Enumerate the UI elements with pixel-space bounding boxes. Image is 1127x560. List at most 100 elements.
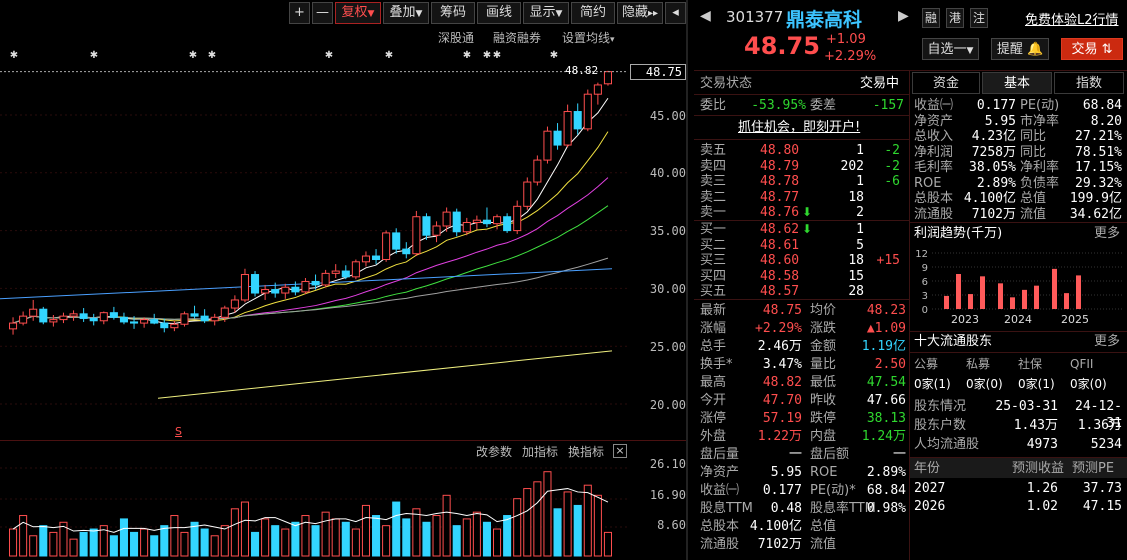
candle[interactable] <box>9 317 18 335</box>
candle[interactable] <box>331 264 340 278</box>
diejia-dropdown[interactable]: 叠加▼ <box>383 2 429 24</box>
candle[interactable] <box>230 295 239 313</box>
volume-chart[interactable] <box>0 462 628 560</box>
candle[interactable] <box>382 230 391 262</box>
candle[interactable] <box>240 268 249 303</box>
ask-price[interactable]: 48.78 <box>760 174 800 189</box>
shengutong-link[interactable]: 深股通 <box>438 31 475 45</box>
bid-price[interactable]: 48.60 <box>760 253 800 268</box>
candle[interactable] <box>271 282 280 298</box>
event-marker[interactable]: ✱ <box>10 50 18 61</box>
candle[interactable] <box>432 221 441 243</box>
candle[interactable] <box>210 313 219 326</box>
open-account-link[interactable]: 抓住机会，即刻开户! <box>738 120 861 135</box>
candle[interactable] <box>19 311 28 326</box>
candlestick-chart[interactable]: ✱ ✱ ✱ ✱ ✱ ✱ ✱ ✱ ✱ ✱ <box>0 40 628 438</box>
candle[interactable] <box>180 311 189 327</box>
alert-button[interactable]: 提醒 🔔 <box>991 38 1049 60</box>
watchlist-button[interactable]: 自选一▼ <box>922 38 979 60</box>
candle[interactable] <box>251 271 260 297</box>
tag-gang[interactable]: 港 <box>946 8 964 28</box>
collapse-left-button[interactable]: ◂ <box>665 2 686 24</box>
candle[interactable] <box>573 103 582 135</box>
candle[interactable] <box>503 213 512 233</box>
candle[interactable] <box>543 126 552 164</box>
event-marker[interactable]: ✱ <box>90 50 98 61</box>
tab-fundamentals[interactable]: 基本 <box>982 72 1052 94</box>
candle[interactable] <box>321 269 330 288</box>
free-l2-link[interactable]: 免费体验L2行情 <box>1025 13 1119 28</box>
candle[interactable] <box>412 210 421 257</box>
event-marker[interactable]: ✱ <box>493 50 501 61</box>
candle[interactable] <box>603 70 612 86</box>
pane-splitter[interactable] <box>686 0 688 560</box>
bid-price[interactable]: 48.57 <box>760 284 800 299</box>
candle[interactable] <box>341 265 350 280</box>
ask-price[interactable]: 48.77 <box>760 189 800 205</box>
huanzhibiao-link[interactable]: 换指标 <box>568 445 605 459</box>
tag-rong[interactable]: 融 <box>922 8 940 28</box>
tab-funds[interactable]: 资金 <box>912 72 980 94</box>
candle[interactable] <box>482 207 491 228</box>
candle[interactable] <box>59 312 68 324</box>
event-marker[interactable]: ✱ <box>385 50 393 61</box>
set-ma-link[interactable]: 设置均线▾ <box>562 29 615 46</box>
candle[interactable] <box>533 155 542 186</box>
close-icon[interactable]: × <box>613 444 627 458</box>
ask-price[interactable]: 48.79 <box>760 158 800 174</box>
candle[interactable] <box>372 249 381 265</box>
candle[interactable] <box>493 214 502 230</box>
candle[interactable] <box>150 313 159 325</box>
candle[interactable] <box>261 284 270 300</box>
bid-price[interactable]: 48.61 <box>760 237 800 253</box>
candle[interactable] <box>29 299 38 321</box>
tab-index[interactable]: 指数 <box>1054 72 1124 94</box>
candle[interactable] <box>119 312 128 325</box>
ask-price[interactable]: 48.80 <box>760 143 800 158</box>
candle[interactable] <box>301 277 310 295</box>
profit-trend-more-link[interactable]: 更多 <box>1094 226 1121 241</box>
candle[interactable] <box>462 217 471 236</box>
candle[interactable] <box>130 316 139 329</box>
candle[interactable] <box>351 259 360 280</box>
candle[interactable] <box>472 215 481 230</box>
candle[interactable] <box>311 274 320 290</box>
tag-zhu[interactable]: 注 <box>970 8 988 28</box>
candle[interactable] <box>513 200 522 235</box>
event-marker[interactable]: ✱ <box>208 50 216 61</box>
candle[interactable] <box>79 308 88 322</box>
candle[interactable] <box>452 208 461 237</box>
candle[interactable] <box>583 89 592 132</box>
fuquan-dropdown[interactable]: 复权▼ <box>335 2 381 24</box>
prev-stock-icon[interactable]: ◀ <box>700 8 711 24</box>
bid-price[interactable]: 48.58 <box>760 268 800 284</box>
gaicanshu-link[interactable]: 改参数 <box>476 445 513 459</box>
candle[interactable] <box>109 306 118 320</box>
candle[interactable] <box>422 213 431 240</box>
candle[interactable] <box>39 306 48 325</box>
rongzi-link[interactable]: 融资融券 <box>493 31 542 45</box>
kline-chart-pane[interactable]: + — 复权▼ 叠加▼ 筹码 画线 显示▼ 简约 隐藏▸▸ ◂ 深股通 融资融券… <box>0 0 688 560</box>
top-holders-more-link[interactable]: 更多 <box>1094 334 1121 349</box>
candle[interactable] <box>593 82 602 105</box>
candle[interactable] <box>402 242 411 259</box>
candle[interactable] <box>69 310 78 321</box>
event-marker[interactable]: ✱ <box>463 50 471 61</box>
candle[interactable] <box>361 251 370 267</box>
yincang-button[interactable]: 隐藏▸▸ <box>617 2 663 24</box>
candle[interactable] <box>200 309 209 324</box>
candle[interactable] <box>170 320 179 332</box>
zoom-in-button[interactable]: + <box>289 2 310 24</box>
candle[interactable] <box>553 123 562 150</box>
ask-price[interactable]: 48.76 <box>760 205 800 220</box>
candle[interactable] <box>49 314 58 327</box>
event-marker[interactable]: ✱ <box>550 50 558 61</box>
candle[interactable] <box>160 318 169 333</box>
event-marker[interactable]: ✱ <box>325 50 333 61</box>
candle[interactable] <box>140 317 149 328</box>
candle[interactable] <box>442 207 451 232</box>
chouma-button[interactable]: 筹码 <box>431 2 475 24</box>
event-marker[interactable]: ✱ <box>483 50 491 61</box>
xianshi-dropdown[interactable]: 显示▼ <box>523 2 569 24</box>
candle[interactable] <box>99 311 108 325</box>
